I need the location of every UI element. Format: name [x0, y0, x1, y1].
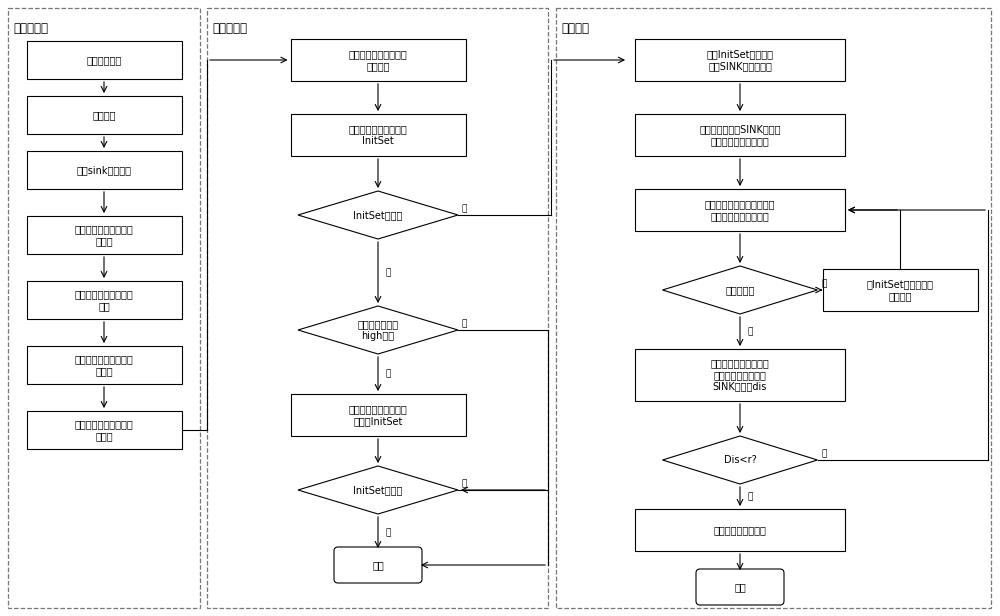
Text: 每个节点计算自己的子
层标识: 每个节点计算自己的子 层标识	[75, 419, 133, 441]
Text: 否: 否	[462, 205, 467, 214]
Bar	[290, 114, 466, 156]
Bar	[822, 269, 978, 311]
Polygon shape	[662, 436, 818, 484]
Text: 是: 是	[386, 370, 391, 378]
FancyBboxPatch shape	[334, 547, 422, 583]
Bar	[26, 96, 182, 134]
Bar	[207, 8, 548, 608]
Text: 虚拟sink位置确定: 虚拟sink位置确定	[76, 165, 132, 175]
Bar	[26, 411, 182, 449]
Polygon shape	[298, 306, 458, 354]
Polygon shape	[298, 191, 458, 239]
Text: 信息转发: 信息转发	[561, 22, 589, 35]
Bar	[26, 151, 182, 189]
Bar	[26, 346, 182, 384]
Text: 否: 否	[822, 450, 827, 458]
Text: 是: 是	[748, 327, 753, 336]
Polygon shape	[662, 266, 818, 314]
Bar	[635, 39, 845, 81]
Text: InitSet为空？: InitSet为空？	[353, 485, 403, 495]
Text: 节点位于扩展层
high中？: 节点位于扩展层 high中？	[357, 319, 399, 341]
Bar	[556, 8, 991, 608]
Bar	[8, 8, 200, 608]
Text: 复杂网络分区: 复杂网络分区	[86, 55, 122, 65]
Text: 否: 否	[822, 280, 827, 288]
Text: 是: 是	[386, 268, 391, 277]
Bar	[290, 39, 466, 81]
Bar	[635, 349, 845, 401]
Bar	[635, 114, 845, 156]
Text: 转发成功？: 转发成功？	[725, 285, 755, 295]
Bar	[26, 281, 182, 319]
Text: 是: 是	[386, 528, 391, 537]
FancyBboxPatch shape	[696, 569, 784, 605]
Text: 计算InitSet中各个节
点与SINK之间的距离: 计算InitSet中各个节 点与SINK之间的距离	[706, 49, 774, 71]
Text: 从InitSet中去除当前
转发节点: 从InitSet中去除当前 转发节点	[866, 279, 934, 301]
Text: 选取当前距离最小节点作为
转发节点，并转发信息: 选取当前距离最小节点作为 转发节点，并转发信息	[705, 199, 775, 221]
Text: InitSet为空？: InitSet为空？	[353, 210, 403, 220]
Text: 结束: 结束	[734, 582, 746, 592]
Text: 区域编号: 区域编号	[92, 110, 116, 120]
Text: 每个节点计算自己的层
编号: 每个节点计算自己的层 编号	[75, 289, 133, 311]
Bar	[635, 509, 845, 551]
Bar	[290, 394, 466, 436]
Text: 将转发节点作为当前发
送节点，并计算其与
SINK的距离dis: 将转发节点作为当前发 送节点，并计算其与 SINK的距离dis	[711, 359, 769, 392]
Bar	[26, 41, 182, 79]
Text: 否: 否	[462, 320, 467, 328]
Polygon shape	[298, 466, 458, 514]
Text: 否: 否	[462, 479, 467, 488]
Text: 根据层次号筛选候选集
InitSet: 根据层次号筛选候选集 InitSet	[349, 124, 407, 146]
Bar	[635, 189, 845, 231]
Text: 信息转发给目的节点: 信息转发给目的节点	[714, 525, 766, 535]
Text: 根据各个节点域SINK的距离
对节点进行排序及编号: 根据各个节点域SINK的距离 对节点进行排序及编号	[699, 124, 781, 146]
Text: Dis<r?: Dis<r?	[724, 455, 756, 465]
Text: 每个节点计算自己的子
层编号: 每个节点计算自己的子 层编号	[75, 354, 133, 376]
Text: 候选集确定: 候选集确定	[212, 22, 247, 35]
Text: 是: 是	[748, 492, 753, 501]
Text: 网络初始化: 网络初始化	[13, 22, 48, 35]
Bar	[26, 216, 182, 254]
Text: 每个节点判定自己的所
属区域: 每个节点判定自己的所 属区域	[75, 224, 133, 246]
Text: 失败: 失败	[372, 560, 384, 570]
Text: 当前发送节点确定邻居
节点序列: 当前发送节点确定邻居 节点序列	[349, 49, 407, 71]
Text: 根据子层次号重新筛选
候选集InitSet: 根据子层次号重新筛选 候选集InitSet	[349, 404, 407, 426]
